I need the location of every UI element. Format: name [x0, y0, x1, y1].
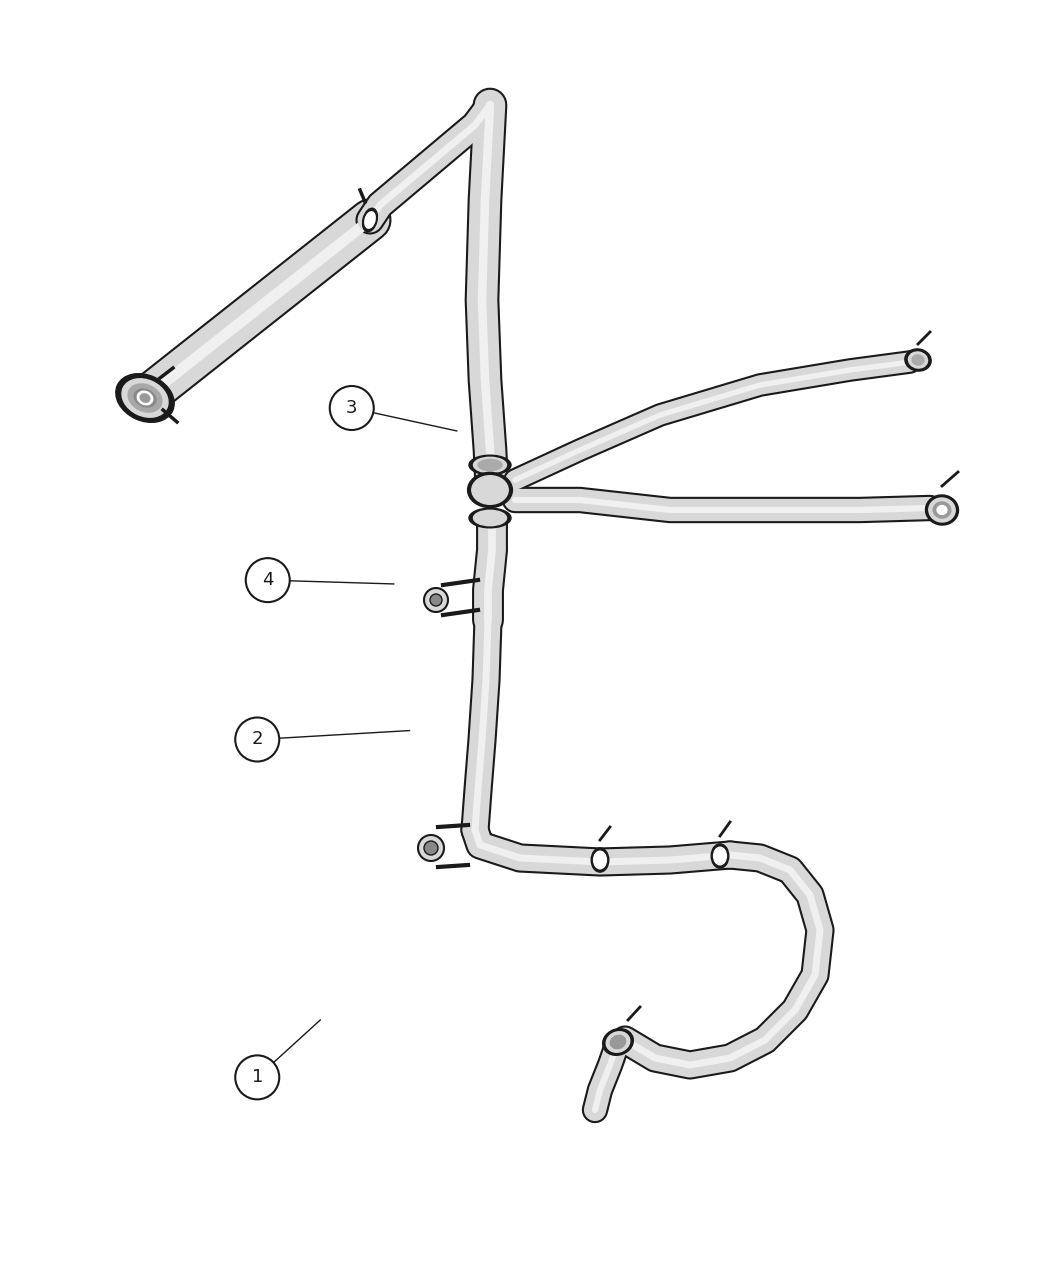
- Ellipse shape: [474, 458, 506, 473]
- Ellipse shape: [912, 354, 924, 365]
- Ellipse shape: [591, 848, 609, 872]
- Text: 2: 2: [252, 731, 262, 748]
- Ellipse shape: [122, 379, 168, 417]
- Text: 1: 1: [252, 1068, 262, 1086]
- Ellipse shape: [925, 495, 959, 525]
- Circle shape: [430, 594, 442, 606]
- Ellipse shape: [469, 509, 511, 528]
- Ellipse shape: [593, 852, 607, 868]
- Circle shape: [235, 1056, 279, 1099]
- Circle shape: [418, 835, 444, 861]
- Ellipse shape: [908, 352, 927, 368]
- Circle shape: [424, 842, 438, 856]
- Ellipse shape: [937, 505, 947, 515]
- Ellipse shape: [467, 473, 512, 507]
- Ellipse shape: [364, 212, 375, 228]
- Text: 4: 4: [262, 571, 273, 589]
- Circle shape: [235, 718, 279, 761]
- Ellipse shape: [929, 499, 956, 521]
- Ellipse shape: [116, 374, 174, 422]
- Ellipse shape: [610, 1035, 626, 1048]
- Ellipse shape: [362, 208, 377, 232]
- Ellipse shape: [140, 394, 150, 402]
- Ellipse shape: [469, 455, 511, 474]
- Ellipse shape: [714, 847, 727, 864]
- Circle shape: [330, 386, 374, 430]
- Ellipse shape: [478, 459, 502, 470]
- Ellipse shape: [905, 349, 931, 371]
- Ellipse shape: [471, 476, 508, 505]
- Ellipse shape: [937, 505, 947, 515]
- Ellipse shape: [474, 510, 506, 525]
- Ellipse shape: [933, 502, 951, 518]
- Ellipse shape: [711, 844, 729, 868]
- Circle shape: [424, 588, 448, 612]
- Text: 3: 3: [346, 399, 357, 417]
- Ellipse shape: [134, 389, 155, 407]
- Ellipse shape: [603, 1029, 633, 1056]
- Ellipse shape: [606, 1031, 630, 1052]
- Circle shape: [246, 558, 290, 602]
- Ellipse shape: [138, 391, 152, 404]
- Ellipse shape: [128, 384, 162, 412]
